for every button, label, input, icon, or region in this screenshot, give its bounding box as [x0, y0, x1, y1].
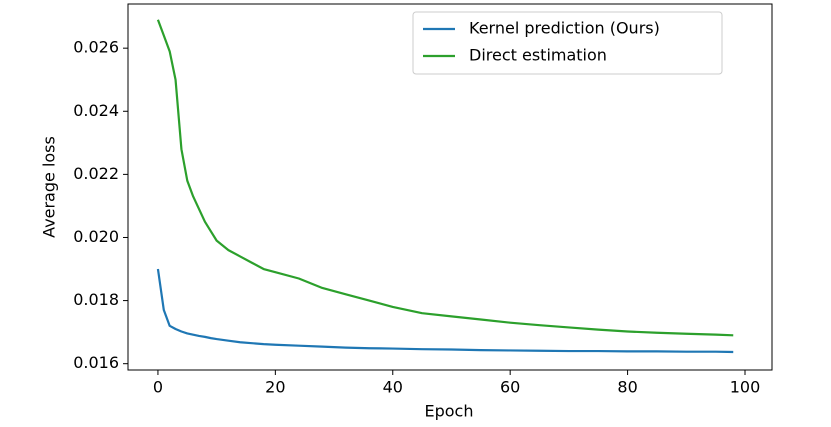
x-axis-label: Epoch	[425, 402, 474, 421]
y-tick-label: 0.016	[73, 353, 119, 372]
legend-label: Kernel prediction (Ours)	[469, 19, 660, 38]
y-tick-label: 0.026	[73, 38, 119, 57]
x-tick-label: 40	[383, 378, 403, 397]
y-axis-label: Average loss	[40, 136, 59, 238]
legend-label: Direct estimation	[469, 46, 607, 65]
series-line	[156, 19, 734, 337]
y-tick-label: 0.022	[73, 164, 119, 183]
y-tick-label: 0.020	[73, 227, 119, 246]
plot-frame	[127, 3, 773, 371]
x-tick-label: 60	[500, 378, 520, 397]
legend-box	[412, 11, 723, 75]
series-line	[156, 268, 734, 354]
x-tick-label: 100	[730, 378, 761, 397]
x-tick-label: 0	[153, 378, 163, 397]
y-tick-label: 0.018	[73, 290, 119, 309]
x-tick-label: 20	[265, 378, 285, 397]
x-tick-label: 80	[617, 378, 637, 397]
y-tick-label: 0.024	[73, 101, 119, 120]
